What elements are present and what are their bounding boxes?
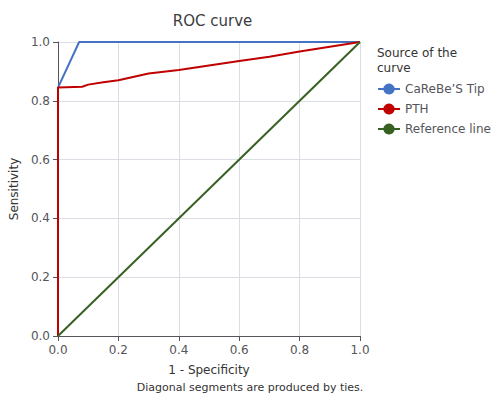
svg-text:0.6: 0.6 [230, 343, 249, 357]
svg-text:Source of the: Source of the [377, 46, 457, 60]
svg-text:0.8: 0.8 [290, 343, 309, 357]
svg-text:0.0: 0.0 [48, 343, 67, 357]
svg-text:1.0: 1.0 [31, 35, 50, 49]
svg-text:1.0: 1.0 [350, 343, 369, 357]
svg-text:0.0: 0.0 [31, 329, 50, 343]
svg-text:0.4: 0.4 [169, 343, 188, 357]
svg-text:Sensitivity: Sensitivity [7, 158, 21, 220]
svg-text:1 - Specificity: 1 - Specificity [168, 363, 249, 377]
svg-text:PTH: PTH [405, 102, 429, 116]
svg-text:ROC curve: ROC curve [173, 12, 253, 30]
svg-text:CaReBe’S Tip: CaReBe’S Tip [405, 82, 485, 96]
svg-text:Diagonal segments are produced: Diagonal segments are produced by ties. [137, 381, 364, 394]
svg-text:0.6: 0.6 [31, 153, 50, 167]
svg-text:0.2: 0.2 [31, 270, 50, 284]
svg-text:Reference line: Reference line [405, 122, 491, 136]
svg-text:0.8: 0.8 [31, 94, 50, 108]
svg-text:curve: curve [377, 61, 411, 75]
svg-text:0.2: 0.2 [109, 343, 128, 357]
svg-text:0.4: 0.4 [31, 211, 50, 225]
